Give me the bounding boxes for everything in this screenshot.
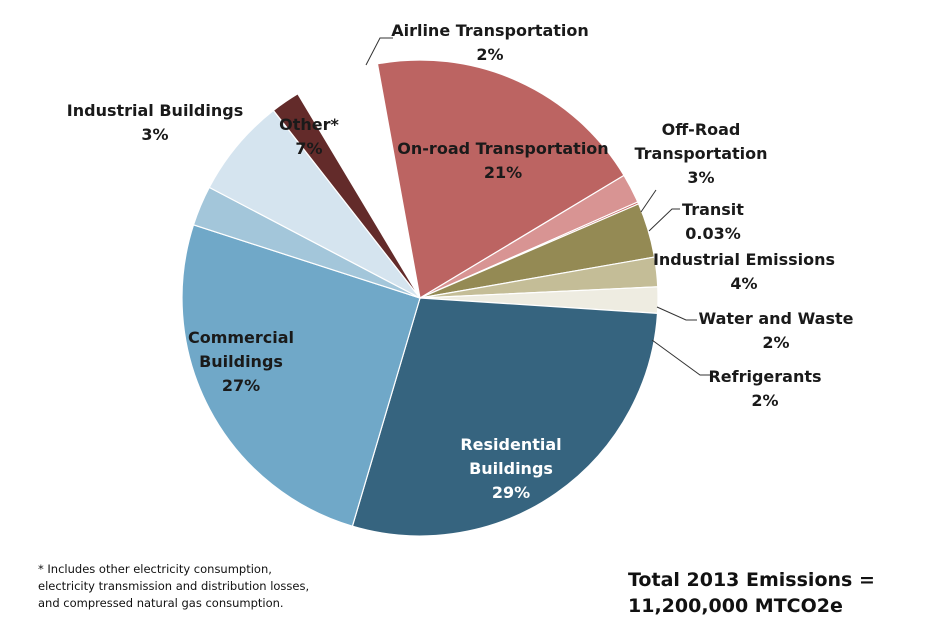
pie-slice-residential-buildings [351,297,659,537]
data-label-value: 2% [762,333,789,352]
data-label-text: Transportation [634,144,767,163]
data-label-value: 27% [222,376,260,395]
data-label-off-road-transportation: Off-Road Transportation 3% [634,120,767,187]
data-label-value: 21% [484,163,522,182]
data-label-other: Other* 7% [279,115,339,158]
data-label-text: Commercial [188,328,294,347]
data-label-value: 7% [295,139,322,158]
data-label-industrial-emissions: Industrial Emissions 4% [653,250,835,293]
data-label-text: Industrial Emissions [653,250,835,269]
data-label-value: 4% [730,274,757,293]
data-label-residential-buildings: Residential Buildings 29% [460,435,561,502]
leader-line-airline [365,37,393,66]
data-label-value: 2% [751,391,778,410]
data-label-value: 0.03% [685,224,741,243]
data-label-airline-transportation: Airline Transportation 2% [391,21,589,64]
leader-line-refrigerants [651,339,710,376]
data-label-text: Other* [279,115,339,134]
leader-line-off-road [640,189,657,213]
footnote-line-2: electricity transmission and distributio… [38,579,310,593]
pie-slice-airline-transportation [272,92,421,299]
pie-slice-commercial-buildings [181,224,421,527]
data-label-value: 3% [141,125,168,144]
data-label-water-and-waste: Water and Waste 2% [699,309,854,352]
total-emissions-line-1: Total 2013 Emissions = [628,569,875,591]
data-label-text: Buildings [469,459,553,478]
data-label-text: Airline Transportation [391,21,589,40]
data-label-value: 3% [687,168,714,187]
data-label-text: Off-Road [662,120,741,139]
footnote-line-3: and compressed natural gas consumption. [38,596,284,610]
data-label-text: Water and Waste [699,309,854,328]
data-label-text: On-road Transportation [397,139,608,158]
footnote-line-1: * Includes other electricity consumption… [38,562,272,576]
footnote: * Includes other electricity consumption… [38,561,309,612]
data-label-text: Industrial Buildings [67,101,243,120]
data-label-value: 2% [476,45,503,64]
data-label-value: 29% [492,483,530,502]
data-label-refrigerants: Refrigerants 2% [708,367,821,410]
data-label-text: Refrigerants [708,367,821,386]
leader-line-water-and-waste [656,306,697,321]
data-label-commercial-buildings: Commercial Buildings 27% [188,328,294,395]
pie-slice-on-road-transportation [376,59,625,299]
data-label-text: Buildings [199,352,283,371]
total-emissions-line-2: 11,200,000 MTCO2e [628,595,843,617]
data-label-industrial-buildings: Industrial Buildings 3% [67,101,243,144]
total-emissions: Total 2013 Emissions = 11,200,000 MTCO2e [628,567,875,619]
data-label-text: Residential [460,435,561,454]
data-label-text: Transit [682,200,744,219]
leader-line-transit [648,208,680,232]
data-label-on-road-transportation: On-road Transportation 21% [397,139,608,182]
data-label-transit: Transit 0.03% [682,200,744,243]
